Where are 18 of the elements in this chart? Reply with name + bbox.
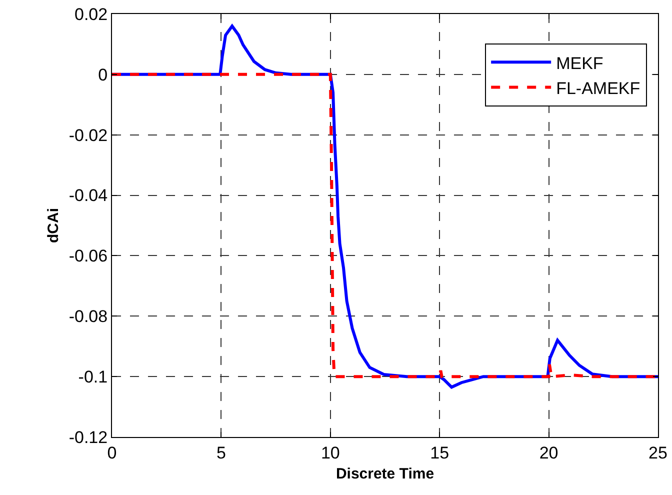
- x-tick-label: 5: [216, 443, 226, 462]
- x-tick-label: 15: [430, 443, 450, 462]
- legend-label: FL-AMEKF: [556, 78, 640, 98]
- x-axis-title: Discrete Time: [336, 465, 434, 482]
- y-tick-label: -0.08: [68, 307, 108, 326]
- y-tick-label: 0.02: [74, 4, 108, 24]
- y-tick-label: -0.02: [68, 126, 108, 145]
- y-axis-title: dCAi: [45, 208, 62, 243]
- y-tick-label: -0.04: [68, 186, 108, 206]
- y-tick-label: -0.1: [78, 368, 108, 387]
- legend-label: MEKF: [556, 54, 604, 73]
- y-tick-label: -0.12: [68, 428, 108, 447]
- y-tick-label: -0.06: [68, 246, 108, 266]
- x-tick-label: 25: [648, 443, 668, 462]
- x-tick-label: 10: [320, 443, 340, 462]
- x-tick-label: 20: [539, 443, 558, 462]
- y-tick-label: 0: [98, 65, 108, 84]
- line-series: [112, 72, 658, 378]
